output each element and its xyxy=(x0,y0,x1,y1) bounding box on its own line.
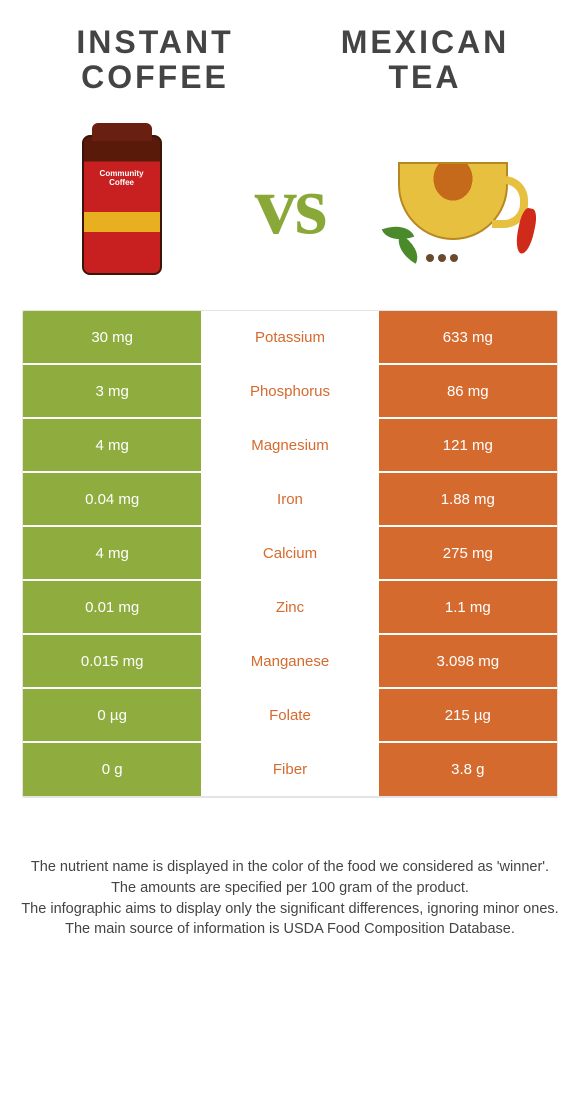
images-row: Community Coffee vs xyxy=(0,105,580,310)
cell-nutrient-label: Magnesium xyxy=(201,419,378,471)
table-row: 30 mgPotassium633 mg xyxy=(23,311,557,365)
cell-right-value: 86 mg xyxy=(379,365,557,417)
cell-right-value: 3.098 mg xyxy=(379,635,557,687)
table-row: 0.015 mgManganese3.098 mg xyxy=(23,635,557,689)
cell-left-value: 0.015 mg xyxy=(23,635,201,687)
cell-left-value: 4 mg xyxy=(23,527,201,579)
cell-right-value: 121 mg xyxy=(379,419,557,471)
cell-left-value: 0 µg xyxy=(23,689,201,741)
title-right: Mexican tea xyxy=(304,25,547,95)
cell-nutrient-label: Zinc xyxy=(201,581,378,633)
table-row: 0 gFiber3.8 g xyxy=(23,743,557,797)
vs-label: vs xyxy=(255,157,326,254)
cell-nutrient-label: Phosphorus xyxy=(201,365,378,417)
footer-line-3: The infographic aims to display only the… xyxy=(18,900,562,920)
cell-right-value: 1.88 mg xyxy=(379,473,557,525)
table-row: 0.01 mgZinc1.1 mg xyxy=(23,581,557,635)
cell-right-value: 275 mg xyxy=(379,527,557,579)
product-image-right xyxy=(378,125,538,285)
cell-right-value: 3.8 g xyxy=(379,743,557,796)
footer-line-2: The amounts are specified per 100 gram o… xyxy=(18,879,562,899)
cell-left-value: 0.04 mg xyxy=(23,473,201,525)
product-image-left: Community Coffee xyxy=(42,125,202,285)
table-row: 4 mgMagnesium121 mg xyxy=(23,419,557,473)
footer-notes: The nutrient name is displayed in the co… xyxy=(0,798,580,960)
cell-right-value: 1.1 mg xyxy=(379,581,557,633)
cell-right-value: 633 mg xyxy=(379,311,557,363)
tea-cup-icon xyxy=(388,150,528,260)
cell-nutrient-label: Potassium xyxy=(201,311,378,363)
cell-nutrient-label: Iron xyxy=(201,473,378,525)
cell-left-value: 0.01 mg xyxy=(23,581,201,633)
header: Instant coffee Mexican tea xyxy=(0,0,580,105)
cell-right-value: 215 µg xyxy=(379,689,557,741)
table-row: 4 mgCalcium275 mg xyxy=(23,527,557,581)
cell-nutrient-label: Fiber xyxy=(201,743,378,796)
cell-left-value: 30 mg xyxy=(23,311,201,363)
footer-line-4: The main source of information is USDA F… xyxy=(18,920,562,940)
cell-nutrient-label: Calcium xyxy=(201,527,378,579)
cell-left-value: 3 mg xyxy=(23,365,201,417)
table-row: 0 µgFolate215 µg xyxy=(23,689,557,743)
footer-line-1: The nutrient name is displayed in the co… xyxy=(18,858,562,878)
coffee-jar-label: Community Coffee xyxy=(90,169,154,187)
cell-left-value: 0 g xyxy=(23,743,201,796)
cell-left-value: 4 mg xyxy=(23,419,201,471)
nutrient-table: 30 mgPotassium633 mg3 mgPhosphorus86 mg4… xyxy=(22,310,558,798)
table-row: 3 mgPhosphorus86 mg xyxy=(23,365,557,419)
coffee-jar-icon: Community Coffee xyxy=(82,135,162,275)
cell-nutrient-label: Folate xyxy=(201,689,378,741)
table-row: 0.04 mgIron1.88 mg xyxy=(23,473,557,527)
cell-nutrient-label: Manganese xyxy=(201,635,378,687)
title-left: Instant coffee xyxy=(34,25,277,95)
